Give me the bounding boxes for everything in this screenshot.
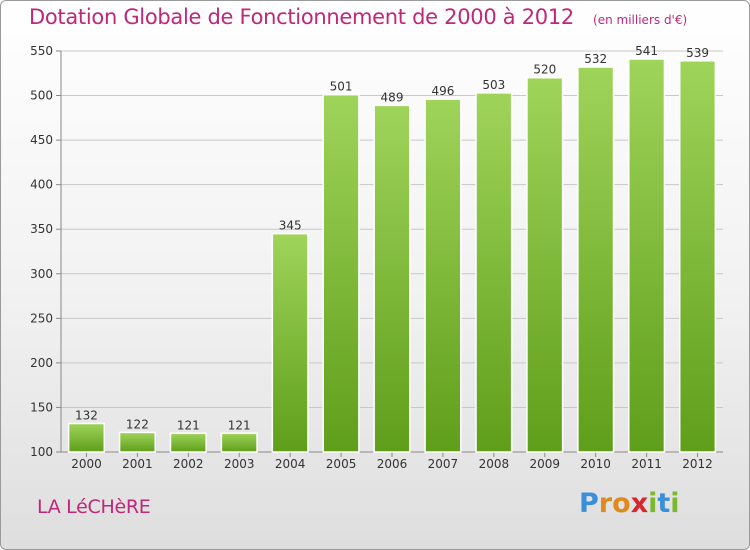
value-labels: 132 122 121 121 345 501 489 496 503 520 532 541 539: [75, 44, 709, 432]
logo-letter: i: [648, 488, 658, 519]
value-label: 503: [482, 78, 505, 92]
y-tick-label: 150: [30, 400, 53, 414]
proxiti-logo: Proxiti: [579, 488, 680, 519]
x-tick-label: 2006: [377, 457, 408, 471]
bar-2004: [271, 232, 309, 453]
bar-2012: [678, 60, 717, 453]
y-tick-label: 500: [30, 89, 53, 103]
x-tick-label: 2004: [275, 457, 306, 471]
bar-2005: [322, 93, 360, 453]
x-tick-label: 2012: [682, 457, 713, 471]
y-tick-label: 400: [30, 178, 53, 192]
bar-2008: [475, 92, 513, 453]
chart-unit-label: (en milliers d'€): [593, 13, 688, 27]
bar-2011: [628, 58, 666, 453]
y-tick-label: 200: [30, 356, 53, 370]
x-tick-label: 2011: [631, 457, 662, 471]
value-label: 132: [75, 408, 98, 422]
x-tick-label: 2008: [479, 457, 510, 471]
value-label: 520: [533, 63, 556, 77]
bar-2009: [526, 76, 564, 453]
value-label: 532: [584, 52, 607, 66]
y-tick-label: 550: [30, 44, 53, 58]
value-label: 121: [228, 418, 251, 432]
logo-letter: r: [598, 488, 613, 519]
value-label: 121: [177, 418, 200, 432]
value-label: 489: [381, 90, 404, 104]
logo-letter: o: [612, 488, 631, 519]
x-tick-label: 2001: [122, 457, 153, 471]
chart-title: Dotation Globale de Fonctionnement de 20…: [29, 5, 687, 29]
bar-2000: [67, 422, 106, 453]
bar-2010: [577, 66, 615, 453]
value-label: 541: [635, 44, 658, 58]
x-tick-label: 2009: [529, 457, 560, 471]
bar-2002: [169, 432, 207, 453]
x-tick-label: 2002: [173, 457, 204, 471]
chart-title-text: Dotation Globale de Fonctionnement de 20…: [29, 5, 574, 29]
logo-letter: t: [657, 488, 671, 519]
bar-2001: [118, 431, 156, 453]
x-tick-label: 2003: [224, 457, 255, 471]
y-tick-label: 250: [30, 311, 53, 325]
value-label: 539: [686, 46, 709, 60]
x-tick-label: 2010: [580, 457, 611, 471]
y-tick-label: 100: [30, 445, 53, 459]
value-label: 122: [126, 417, 149, 431]
value-label: 345: [279, 219, 302, 233]
bars: [67, 58, 717, 453]
logo-letter: x: [630, 488, 649, 519]
bar-2007: [424, 98, 462, 453]
x-tick-labels: 2000 2001 2002 2003 2004 2005 2006 2007 2008 2009…: [71, 457, 713, 471]
y-tick-label: 450: [30, 133, 53, 147]
logo-letter: P: [579, 488, 599, 519]
value-label: 501: [330, 80, 353, 94]
logo-letter: i: [670, 488, 680, 519]
value-label: 496: [431, 84, 454, 98]
x-tick-label: 2005: [326, 457, 357, 471]
bar-2006: [373, 104, 411, 453]
x-tick-label: 2000: [71, 457, 102, 471]
y-tick-label: 300: [30, 267, 53, 281]
y-tick-label: 350: [30, 222, 53, 236]
commune-name: LA LéCHèRE: [37, 496, 151, 518]
bar-2003: [220, 432, 258, 453]
y-tick-labels: 100 150 200 250 300 350 400 450 500 550: [30, 44, 53, 459]
x-tick-label: 2007: [428, 457, 459, 471]
